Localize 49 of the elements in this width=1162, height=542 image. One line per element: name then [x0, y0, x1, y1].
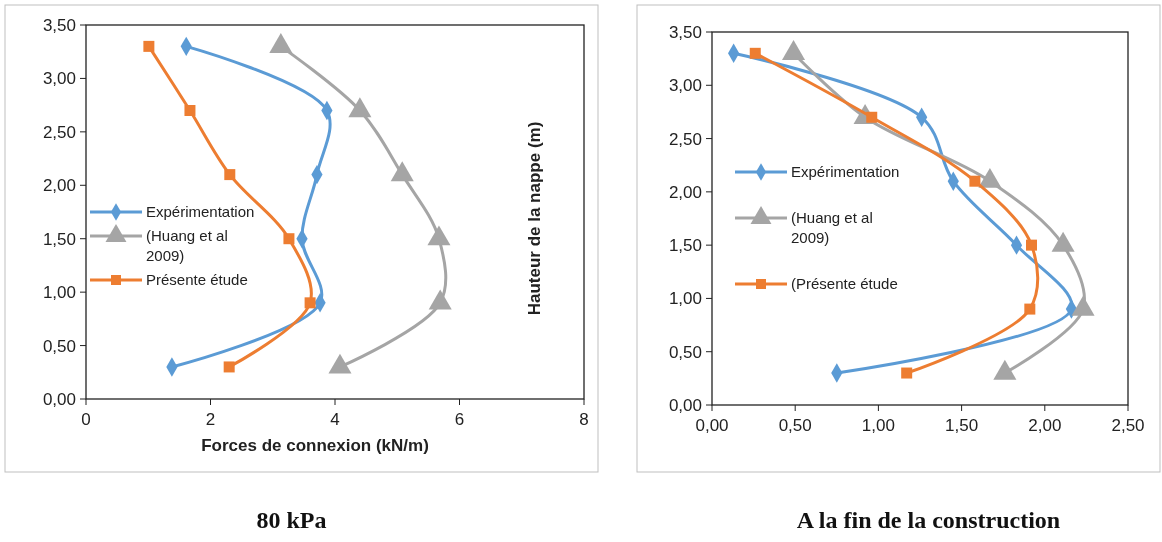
- y-tick-label: 3,00: [668, 76, 702, 96]
- legend-label: (Huang et al 2009): [146, 227, 228, 264]
- legend-label: Expérimentation: [146, 203, 255, 220]
- y-tick-label: 0,00: [668, 396, 702, 415]
- x-tick-label: 6: [454, 410, 465, 429]
- point: [866, 111, 878, 123]
- legend-label: Expérimentation: [791, 163, 900, 180]
- point: [283, 233, 295, 245]
- y-tick-label: 2,50: [42, 122, 76, 142]
- x-tick-label: 0,50: [778, 416, 812, 435]
- legend-label: (Présente étude: [791, 275, 898, 292]
- text: A la fin de la construction: [796, 507, 1061, 533]
- x-tick-label: 2,00: [1028, 416, 1062, 435]
- point: [969, 175, 981, 187]
- point: [304, 297, 316, 309]
- x-tick-label: 0: [81, 410, 91, 429]
- y-tick-label: 1,50: [668, 236, 702, 256]
- x-axis-title: Forces de connexion (kN/m): [201, 436, 429, 455]
- x-tick-label: 0,00: [695, 416, 729, 435]
- y-tick-label: 2,00: [42, 176, 76, 196]
- legend-label: (Huang et al 2009): [791, 209, 873, 246]
- y-axis-title: Hauteur de la nappe (m): [525, 121, 544, 316]
- point: [749, 47, 761, 59]
- y-tick-label: 0,50: [668, 342, 702, 362]
- y-tick-label: 3,50: [668, 23, 702, 42]
- y-tick-label: 1,00: [42, 283, 76, 303]
- point: [143, 40, 155, 52]
- point: [224, 169, 236, 181]
- y-tick-label: 1,50: [42, 229, 76, 249]
- y-tick-label: 2,50: [668, 129, 702, 149]
- x-tick-label: 4: [330, 410, 340, 429]
- x-tick-label: 1,50: [945, 416, 979, 435]
- legend-label: Présente étude: [146, 271, 248, 288]
- x-tick-label: 2,50: [1111, 416, 1145, 435]
- x-tick-label: 8: [579, 410, 589, 429]
- y-tick-label: 0,00: [42, 390, 76, 409]
- point: [1025, 239, 1037, 251]
- y-tick-label: 0,50: [42, 336, 76, 356]
- text: 80 kPa: [256, 507, 327, 533]
- x-tick-label: 1,00: [861, 416, 895, 435]
- point: [901, 367, 913, 379]
- point: [223, 361, 235, 373]
- y-tick-label: 2,00: [668, 182, 702, 202]
- x-tick-label: 2: [205, 410, 216, 429]
- point: [1024, 303, 1036, 315]
- y-tick-label: 1,00: [668, 289, 702, 309]
- y-tick-label: 3,50: [42, 16, 76, 35]
- point: [184, 104, 196, 116]
- y-tick-label: 3,00: [42, 69, 76, 89]
